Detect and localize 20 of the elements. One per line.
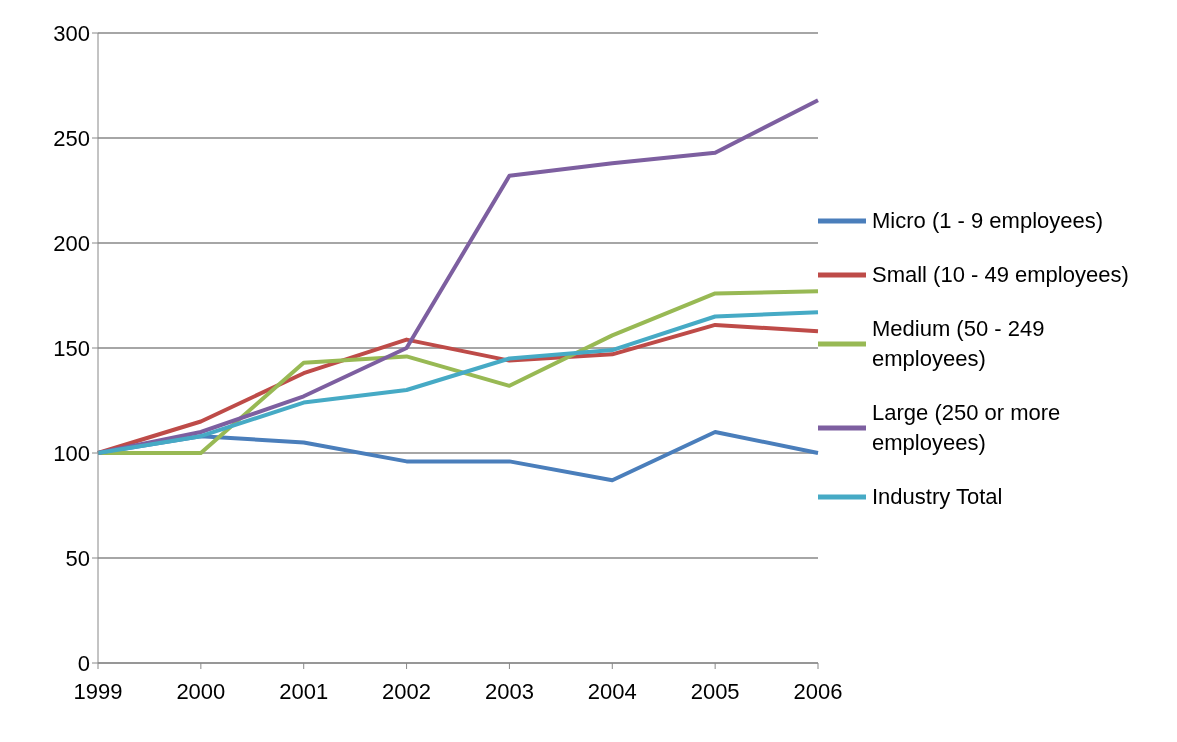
legend-label: Small (10 - 49 employees) (872, 260, 1129, 289)
y-tick-label: 250 (53, 125, 90, 151)
legend-label: Large (250 or more employees) (872, 398, 1062, 457)
x-tick-label: 2005 (690, 678, 740, 704)
legend-label: Medium (50 - 249 employees) (872, 314, 1046, 373)
x-tick-label: 2006 (793, 678, 843, 704)
x-tick-label: 1999 (73, 678, 123, 704)
legend-label: Micro (1 - 9 employees) (872, 206, 1104, 235)
y-tick-label: 100 (53, 440, 90, 466)
legend-label: Industry Total (872, 482, 1003, 511)
y-tick-label: 0 (77, 650, 90, 676)
x-tick-label: 2000 (176, 678, 226, 704)
y-tick-label: 50 (65, 545, 90, 571)
y-tick-label: 200 (53, 230, 90, 256)
x-tick-label: 2003 (484, 678, 534, 704)
x-tick-label: 2004 (587, 678, 637, 704)
x-tick-label: 2001 (279, 678, 329, 704)
y-tick-label: 300 (53, 20, 90, 46)
y-tick-label: 150 (53, 335, 90, 361)
x-tick-label: 2002 (382, 678, 432, 704)
